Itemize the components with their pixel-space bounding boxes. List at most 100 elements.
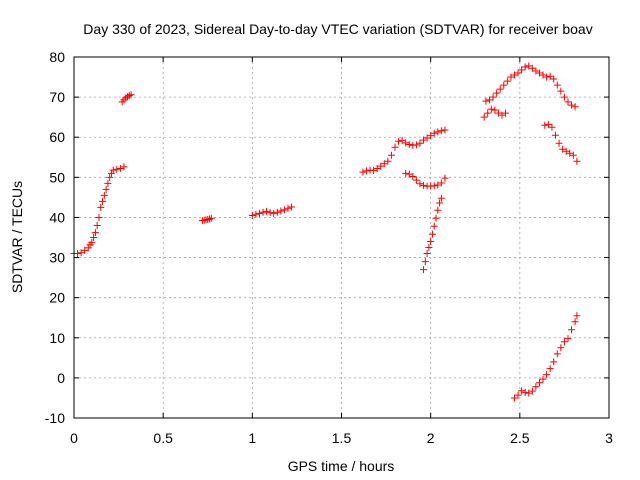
- data-point: [88, 238, 96, 246]
- data-point: [391, 143, 399, 151]
- chart-title: Day 330 of 2023, Sidereal Day-to-day VTE…: [83, 21, 592, 37]
- data-point: [514, 391, 522, 399]
- data-point: [541, 121, 549, 129]
- series-arc-2: [118, 91, 135, 106]
- data-point: [494, 109, 502, 117]
- data-point: [437, 127, 445, 135]
- data-point: [428, 230, 436, 238]
- data-point: [93, 221, 101, 229]
- data-point: [557, 344, 565, 352]
- data-point: [550, 358, 558, 366]
- data-point: [484, 109, 492, 117]
- data-point: [99, 197, 107, 205]
- data-point: [102, 185, 110, 193]
- data-point: [416, 139, 424, 147]
- data-point: [553, 81, 561, 89]
- data-point: [263, 207, 271, 215]
- data-point: [377, 162, 385, 170]
- data-point: [405, 170, 413, 178]
- series-arc-7: [420, 194, 445, 274]
- data-point: [510, 71, 518, 79]
- data-point: [420, 266, 428, 274]
- data-point: [207, 214, 215, 222]
- data-point: [560, 93, 568, 101]
- y-tick-label: 30: [49, 250, 65, 266]
- y-axis-label: SDTVAR / TECUs: [9, 181, 25, 293]
- data-point: [120, 163, 128, 171]
- series-arc-4: [248, 203, 296, 219]
- data-point: [284, 204, 292, 212]
- data-point: [395, 137, 403, 145]
- data-point: [436, 199, 444, 207]
- data-point: [370, 167, 378, 175]
- data-point: [273, 208, 281, 216]
- y-tick-label: 20: [49, 290, 65, 306]
- data-point: [373, 165, 381, 173]
- data-point: [507, 73, 515, 81]
- data-point: [384, 157, 392, 165]
- data-point: [434, 181, 442, 189]
- data-point: [528, 387, 536, 395]
- y-tick-label: 80: [49, 49, 65, 65]
- data-point: [510, 394, 518, 402]
- data-points: [70, 62, 581, 402]
- data-point: [573, 157, 581, 165]
- data-point: [116, 165, 124, 173]
- y-tick-label: 70: [49, 89, 65, 105]
- data-point: [380, 160, 388, 168]
- data-point: [496, 85, 504, 93]
- series-arc-9: [480, 105, 510, 121]
- data-point: [553, 350, 561, 358]
- data-point: [500, 81, 508, 89]
- data-point: [518, 66, 526, 74]
- data-point: [77, 249, 85, 257]
- plot-frame: [73, 56, 610, 419]
- data-point: [420, 181, 428, 189]
- data-point: [532, 383, 540, 391]
- data-point: [90, 234, 98, 241]
- data-point: [113, 165, 121, 173]
- data-point: [425, 244, 433, 252]
- data-point: [480, 113, 488, 121]
- data-point: [486, 96, 494, 104]
- data-point: [441, 174, 449, 182]
- data-point: [434, 128, 442, 136]
- data-point: [535, 69, 543, 77]
- data-point: [514, 69, 522, 77]
- data-point: [532, 67, 540, 75]
- data-point: [502, 109, 510, 117]
- data-point: [432, 214, 440, 222]
- data-point: [430, 129, 438, 137]
- data-point: [557, 87, 565, 95]
- x-tick-label: 0.5: [153, 430, 173, 446]
- data-point: [97, 203, 105, 211]
- x-tick-label: 1.5: [332, 430, 352, 446]
- data-point: [402, 169, 410, 177]
- data-point: [555, 139, 563, 147]
- data-point: [288, 203, 296, 211]
- data-point: [518, 387, 526, 395]
- grid-lines: [74, 57, 609, 418]
- data-point: [491, 106, 499, 114]
- data-point: [74, 250, 82, 258]
- data-point: [437, 194, 445, 202]
- data-point: [503, 77, 511, 85]
- data-point: [412, 141, 420, 149]
- series-arc-3: [198, 214, 215, 225]
- data-point: [405, 140, 413, 148]
- y-tick-label: 60: [49, 129, 65, 145]
- data-point: [122, 94, 130, 102]
- data-point: [539, 375, 547, 383]
- data-point: [416, 180, 424, 188]
- data-point: [359, 168, 367, 176]
- series-arc-11: [510, 312, 581, 402]
- x-axis-label: GPS time / hours: [288, 458, 395, 474]
- data-point: [91, 229, 99, 237]
- y-tick-label: -10: [45, 410, 65, 426]
- x-tick-label: 2: [427, 430, 435, 446]
- series-arc-1: [70, 163, 128, 258]
- series-arc-5: [359, 126, 449, 176]
- data-point: [566, 149, 574, 157]
- data-point: [543, 371, 551, 379]
